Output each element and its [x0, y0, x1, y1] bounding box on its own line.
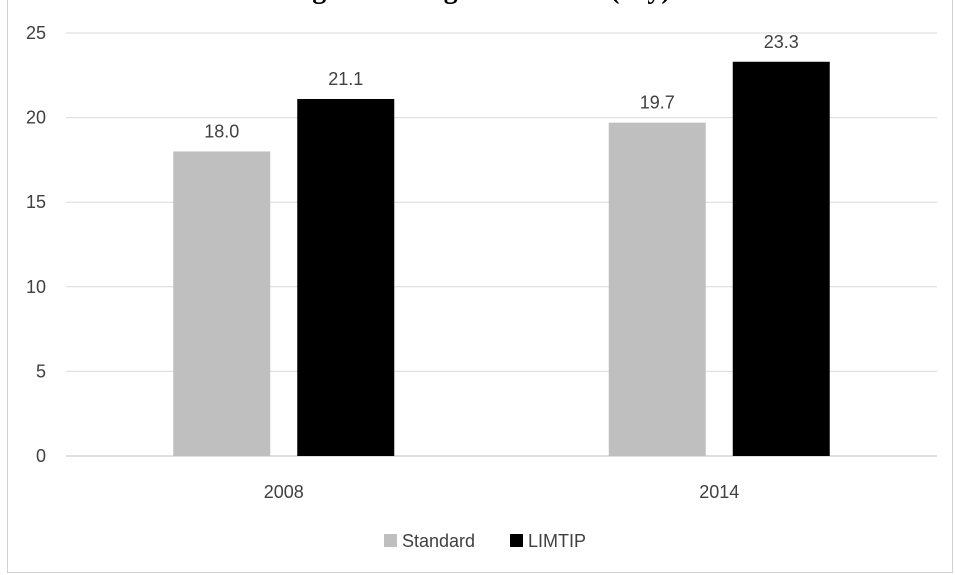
data-label: 23.3 [764, 32, 799, 52]
bar [608, 122, 706, 457]
y-tick-label: 10 [26, 277, 46, 297]
y-tick-label: 0 [36, 446, 46, 466]
chart-title: …ge … … …ge … … …… (…y) [0, 0, 955, 6]
data-labels: 18.0 21.1 19.7 23.3 [204, 32, 799, 142]
x-tick-label: 2014 [699, 482, 739, 502]
bar [297, 98, 395, 456]
data-label: 19.7 [640, 93, 675, 113]
chart-frame [7, 0, 953, 573]
y-tick-label: 15 [26, 192, 46, 212]
bars [173, 61, 830, 457]
x-tick-label: 2008 [264, 482, 304, 502]
y-tick-label: 5 [36, 361, 46, 381]
legend: Standard LIMTIP [384, 531, 586, 551]
legend-swatch [510, 534, 523, 547]
bar [732, 61, 830, 456]
bar [173, 151, 271, 456]
y-tick-label: 25 [26, 23, 46, 43]
y-axis-ticks: 0 5 10 15 20 25 [26, 23, 46, 466]
legend-label: Standard [402, 531, 475, 551]
data-label: 18.0 [204, 121, 239, 141]
y-tick-label: 20 [26, 108, 46, 128]
legend-label: LIMTIP [528, 531, 586, 551]
legend-swatch [384, 534, 397, 547]
x-axis-ticks: 2008 2014 [264, 482, 740, 502]
data-label: 21.1 [328, 69, 363, 89]
